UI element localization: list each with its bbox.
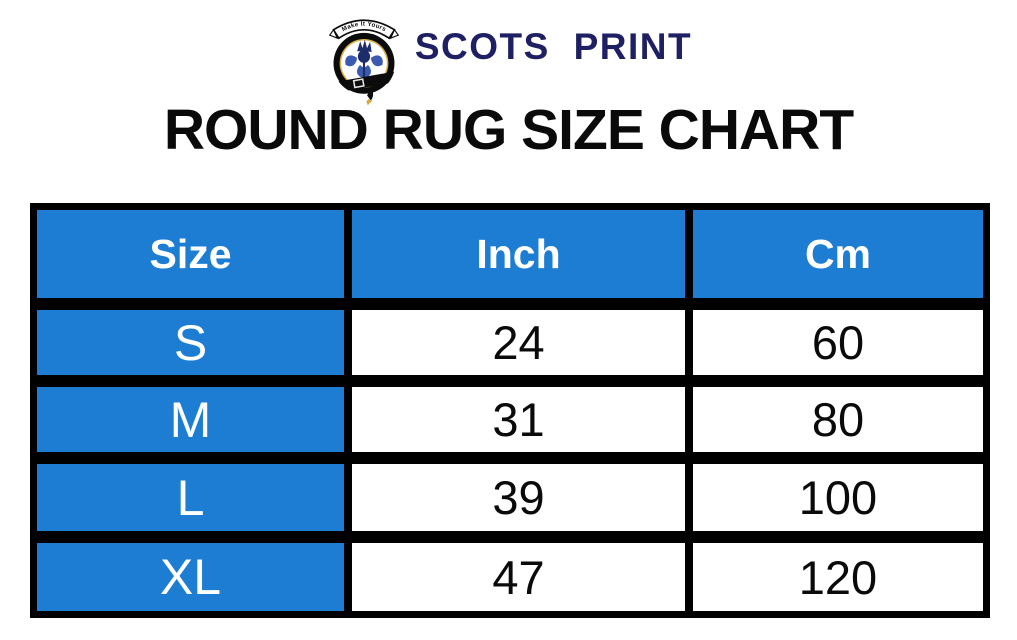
size-cell: S: [37, 310, 344, 375]
clan-crest-badge-icon: Make It Yours: [328, 19, 400, 106]
cm-cell: 100: [693, 464, 983, 531]
strap-icon: [366, 89, 374, 101]
cm-cell: 120: [693, 543, 983, 611]
header-cell-inch: Inch: [352, 210, 685, 298]
inch-cell: 39: [352, 464, 685, 531]
page-title: ROUND RUG SIZE CHART: [163, 98, 854, 162]
brand-name: SCOTS PRINT: [414, 26, 693, 67]
cm-cell: 60: [693, 310, 983, 375]
cm-cell: 80: [693, 387, 983, 452]
thistle-icon: [345, 39, 383, 78]
header-cell-size: Size: [37, 210, 344, 298]
inch-cell: 24: [352, 310, 685, 375]
size-cell: L: [37, 464, 344, 531]
size-cell: M: [37, 387, 344, 452]
inch-cell: 31: [352, 387, 685, 452]
motto-banner: Make It Yours: [328, 19, 400, 40]
inch-cell: 47: [352, 543, 685, 611]
header-cell-cm: Cm: [693, 210, 983, 298]
size-chart-table: Size Inch Cm S 24 60 M 31 80 L 39 100 XL…: [30, 203, 990, 618]
size-cell: XL: [37, 543, 344, 611]
logo: Make It Yours SCOTS PRINT: [0, 8, 1017, 108]
